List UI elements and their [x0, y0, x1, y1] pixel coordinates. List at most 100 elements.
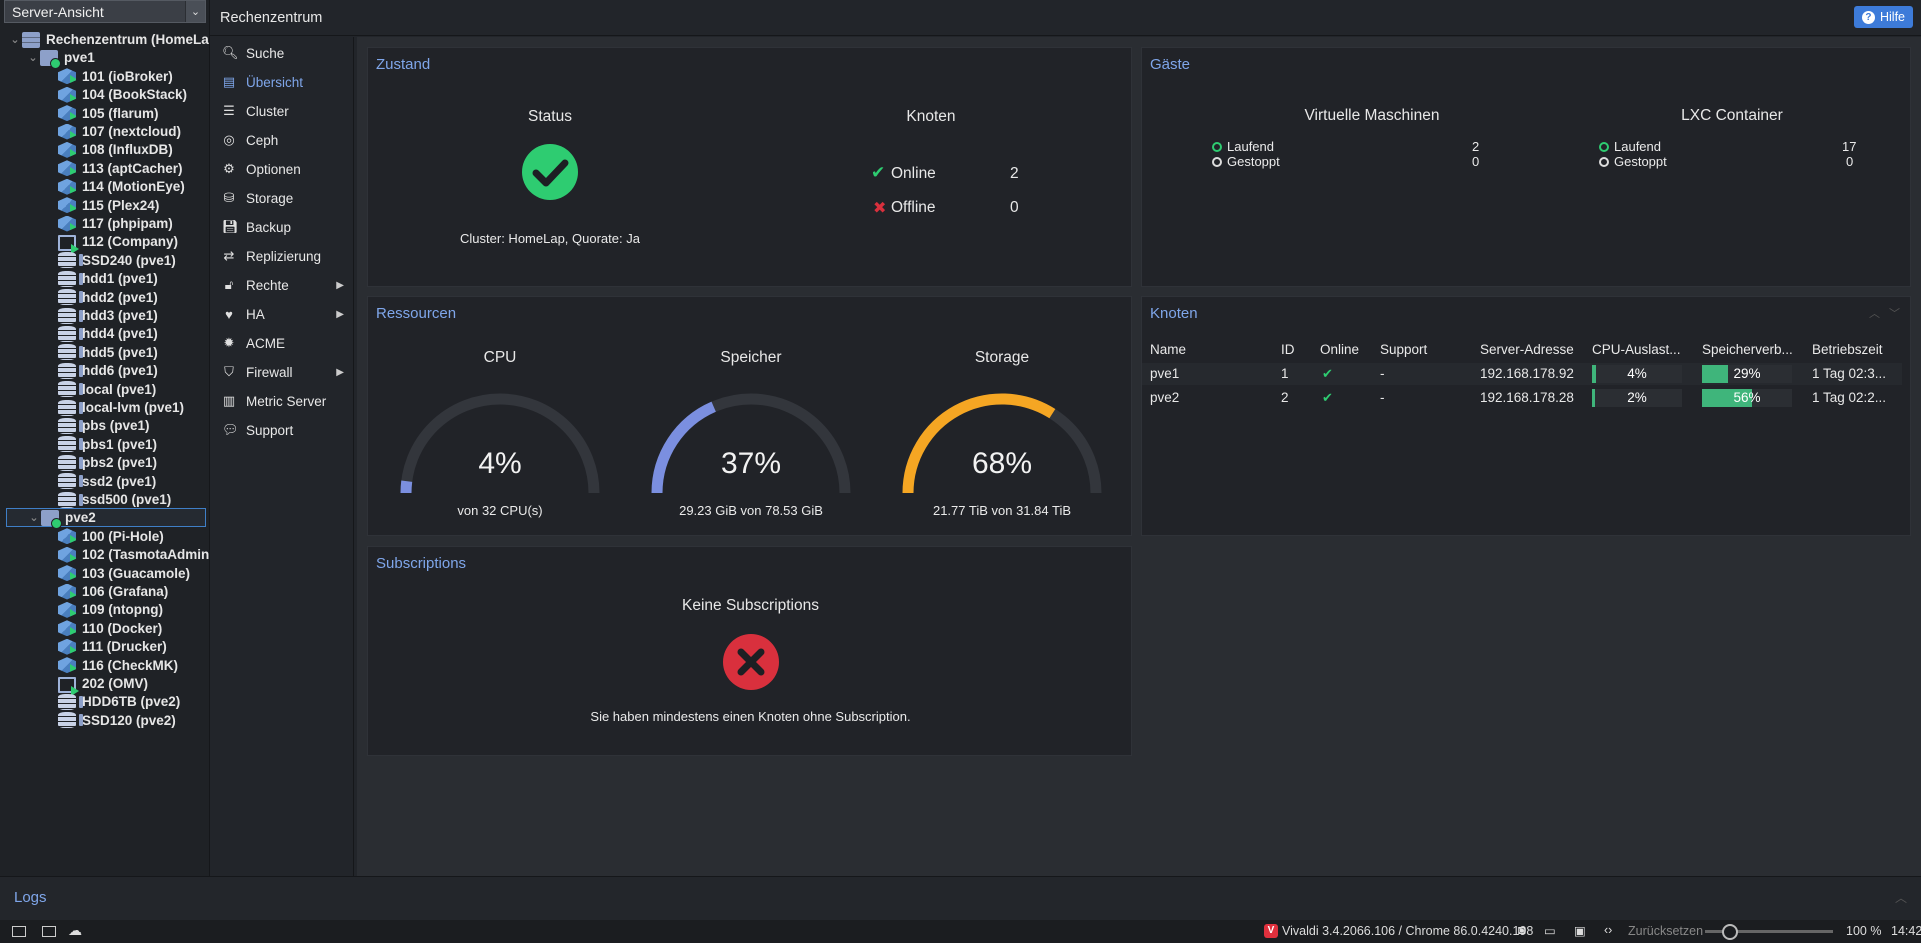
- chevron-down-icon[interactable]: ﹀: [1889, 308, 1900, 320]
- subscriptions-text: Sie haben mindestens einen Knoten ohne S…: [590, 709, 911, 724]
- menu-item-label: Firewall: [246, 364, 293, 380]
- expander-icon[interactable]: ⌄: [28, 52, 38, 65]
- tree-item[interactable]: SSD120 (pve2): [44, 711, 176, 730]
- desktop-icon: [58, 234, 79, 254]
- table-row[interactable]: pve2 2 ✔ - 192.168.178.28 2% 56% 1 Tag 02:2...: [1142, 387, 1902, 409]
- camera-icon[interactable]: ◙: [1518, 923, 1526, 937]
- code-icon[interactable]: ‹›: [1604, 923, 1613, 937]
- column-header[interactable]: Betriebszeit: [1812, 342, 1883, 357]
- tree-node-pve1[interactable]: ⌄ pve1: [26, 48, 95, 69]
- menu-item--bersicht[interactable]: ▤ Übersicht: [212, 69, 352, 95]
- column-header[interactable]: Name: [1150, 342, 1187, 357]
- reader-icon[interactable]: ▭: [1544, 924, 1556, 938]
- tree-item[interactable]: pbs (pve1): [44, 416, 150, 435]
- storage-icon: [58, 712, 83, 729]
- column-header[interactable]: Server-Adresse: [1480, 342, 1574, 357]
- tree-item[interactable]: ssd500 (pve1): [44, 490, 171, 509]
- check-circle-icon: [522, 144, 578, 200]
- gauge-label-cpu: CPU: [483, 349, 517, 366]
- column-header[interactable]: Support: [1380, 342, 1428, 357]
- menu-item-firewall[interactable]: ⛉ Firewall ▶: [212, 359, 352, 385]
- tree-item[interactable]: hdd1 (pve1): [44, 269, 158, 288]
- zoom-slider-handle[interactable]: [1722, 924, 1738, 940]
- tree-item[interactable]: 115 (Plex24): [44, 196, 159, 215]
- storage-icon: [58, 436, 83, 453]
- column-header[interactable]: Speicherverb...: [1702, 342, 1793, 357]
- chevron-down-icon[interactable]: ⌄: [185, 1, 205, 22]
- tree-item[interactable]: 101 (ioBroker): [44, 67, 173, 86]
- tree-item[interactable]: local (pve1): [44, 380, 156, 399]
- tree-item[interactable]: hdd4 (pve1): [44, 324, 158, 343]
- panel-toggle-icon[interactable]: [12, 926, 26, 937]
- tree-root[interactable]: ⌄ Rechenzentrum (HomeLap): [8, 30, 209, 49]
- menu-item-optionen[interactable]: ⚙ Optionen: [212, 156, 352, 182]
- resource-tree[interactable]: Server-Ansicht ⌄ ⌄ Rechenzentrum (HomeLap…: [0, 0, 210, 876]
- tree-item[interactable]: 106 (Grafana): [44, 582, 168, 601]
- chevron-up-icon[interactable]: ︿: [1869, 308, 1880, 320]
- tree-item[interactable]: hdd2 (pve1): [44, 288, 158, 307]
- tree-item[interactable]: 111 (Drucker): [44, 637, 167, 656]
- tree-item[interactable]: ssd2 (pve1): [44, 472, 156, 491]
- tree-item[interactable]: 114 (MotionEye): [44, 177, 185, 196]
- menu-item-suche[interactable]: 🔍︎ Suche: [212, 40, 352, 66]
- play-circle-icon: [1599, 142, 1609, 152]
- logs-panel[interactable]: Logs ︿: [0, 876, 1921, 920]
- container-icon: [58, 123, 76, 140]
- tree-item[interactable]: pbs1 (pve1): [44, 435, 157, 454]
- image-icon[interactable]: ▣: [1574, 924, 1586, 938]
- tree-item[interactable]: 116 (CheckMK): [44, 656, 178, 675]
- menu-item-acme[interactable]: ✹ ACME: [212, 330, 352, 356]
- tree-item[interactable]: 117 (phpipam): [44, 214, 173, 233]
- menu-item-ha[interactable]: ♥ HA ▶: [212, 301, 352, 327]
- column-header[interactable]: Online: [1320, 342, 1360, 357]
- tree-item[interactable]: 107 (nextcloud): [44, 122, 181, 141]
- container-icon: [58, 565, 76, 582]
- subscriptions-heading: Keine Subscriptions: [682, 597, 819, 614]
- menu-item-label: Storage: [246, 190, 294, 206]
- tree-item[interactable]: 104 (BookStack): [44, 85, 187, 104]
- tiling-icon[interactable]: [42, 926, 56, 937]
- menu-item-backup[interactable]: 💾︎ Backup: [212, 214, 352, 240]
- tree-item[interactable]: HDD6TB (pve2): [44, 692, 180, 711]
- menu-item-support[interactable]: 💬︎ Support: [212, 417, 352, 443]
- tree-item[interactable]: 103 (Guacamole): [44, 564, 190, 583]
- column-header[interactable]: CPU-Auslast...: [1592, 342, 1681, 357]
- expander-icon[interactable]: ⌄: [29, 512, 39, 525]
- help-button[interactable]: ? Hilfe: [1853, 6, 1913, 28]
- menu-item-label: Suche: [246, 45, 285, 61]
- tree-item[interactable]: 110 (Docker): [44, 619, 162, 638]
- tree-item[interactable]: 102 (TasmotaAdmin): [44, 545, 209, 564]
- reset-zoom-button[interactable]: Zurücksetzen: [1628, 924, 1704, 938]
- table-row[interactable]: pve1 1 ✔ - 192.168.178.92 4% 29% 1 Tag 02:3...: [1142, 363, 1902, 385]
- tree-item[interactable]: SSD240 (pve1): [44, 251, 176, 270]
- tree-item[interactable]: hdd3 (pve1): [44, 306, 158, 325]
- menu-item-replizierung[interactable]: ⇄ Replizierung: [212, 243, 352, 269]
- tree-item[interactable]: 202 (OMV): [44, 674, 148, 696]
- lxc-running-label: Laufend: [1614, 139, 1661, 154]
- tree-node-pve2[interactable]: ⌄ pve2: [6, 508, 206, 529]
- expander-icon[interactable]: ⌄: [10, 34, 20, 46]
- tree-item[interactable]: 112 (Company): [44, 232, 178, 254]
- tree-item[interactable]: 105 (flarum): [44, 104, 159, 123]
- menu-item-storage[interactable]: ⛁ Storage: [212, 185, 352, 211]
- tree-item[interactable]: 113 (aptCacher): [44, 159, 183, 178]
- column-header[interactable]: ID: [1281, 342, 1295, 357]
- datacenter-menu: 🔍︎ Suche ▤ Übersicht ☰ Cluster ◎ Ceph ⚙ Optionen ⛁…: [212, 37, 354, 876]
- view-selector[interactable]: Server-Ansicht ⌄: [4, 0, 206, 23]
- tree-item[interactable]: hdd6 (pve1): [44, 361, 158, 380]
- menu-item-rechte[interactable]: 🔓︎ Rechte ▶: [212, 272, 352, 298]
- cloud-icon[interactable]: ☁: [68, 922, 82, 938]
- tree-item[interactable]: 109 (ntopng): [44, 600, 163, 619]
- menu-item-cluster[interactable]: ☰ Cluster: [212, 98, 352, 124]
- tree-item-label: 105 (flarum): [82, 105, 159, 121]
- tree-item[interactable]: pbs2 (pve1): [44, 453, 157, 472]
- tree-item[interactable]: 100 (Pi-Hole): [44, 527, 164, 546]
- vm-running-label: Laufend: [1227, 139, 1274, 154]
- tree-item[interactable]: 108 (InfluxDB): [44, 140, 173, 159]
- tree-item[interactable]: local-lvm (pve1): [44, 398, 184, 417]
- chevron-up-icon[interactable]: ︿: [1894, 891, 1907, 905]
- menu-item-metric-server[interactable]: ▥ Metric Server: [212, 388, 352, 414]
- menu-item-ceph[interactable]: ◎ Ceph: [212, 127, 352, 153]
- zoom-slider[interactable]: [1705, 930, 1833, 933]
- tree-item[interactable]: hdd5 (pve1): [44, 343, 158, 362]
